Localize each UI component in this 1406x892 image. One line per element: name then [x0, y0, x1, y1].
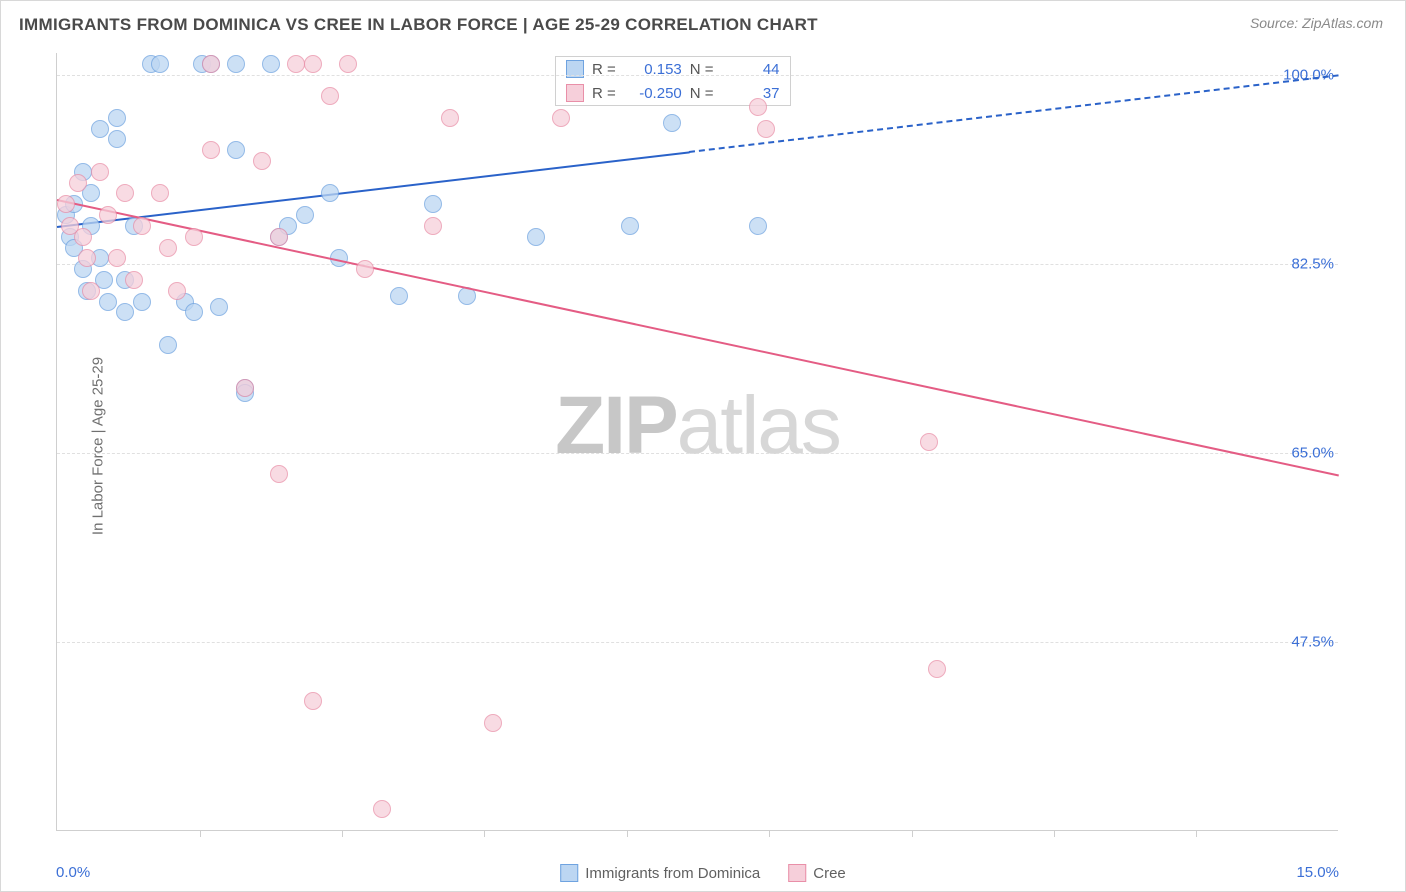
data-point — [552, 109, 570, 127]
data-point — [202, 141, 220, 159]
data-point — [210, 298, 228, 316]
watermark: ZIPatlas — [555, 379, 840, 473]
data-point — [116, 303, 134, 321]
trend-line — [57, 199, 1339, 476]
x-tick — [484, 830, 485, 837]
gridline — [57, 642, 1338, 643]
data-point — [749, 98, 767, 116]
data-point — [304, 55, 322, 73]
data-point — [108, 109, 126, 127]
x-tick — [342, 830, 343, 837]
y-tick-label: 82.5% — [1291, 255, 1338, 272]
data-point — [69, 174, 87, 192]
data-point — [133, 293, 151, 311]
data-point — [99, 293, 117, 311]
data-point — [151, 184, 169, 202]
data-point — [321, 87, 339, 105]
data-point — [151, 55, 169, 73]
data-point — [159, 336, 177, 354]
gridline — [57, 264, 1338, 265]
data-point — [920, 433, 938, 451]
data-point — [236, 379, 254, 397]
series2-swatch-icon — [788, 864, 806, 882]
data-point — [424, 195, 442, 213]
data-point — [424, 217, 442, 235]
data-point — [185, 228, 203, 246]
data-point — [390, 287, 408, 305]
x-axis-max-label: 15.0% — [1296, 864, 1339, 881]
data-point — [441, 109, 459, 127]
x-tick — [1054, 830, 1055, 837]
data-point — [928, 660, 946, 678]
y-tick-label: 65.0% — [1291, 444, 1338, 461]
legend-row-series1: R = 0.153 N = 44 — [556, 57, 790, 81]
data-point — [270, 465, 288, 483]
y-tick-label: 47.5% — [1291, 633, 1338, 650]
series2-n-value: 37 — [722, 85, 780, 102]
data-point — [304, 692, 322, 710]
data-point — [125, 271, 143, 289]
series1-swatch-icon — [560, 864, 578, 882]
data-point — [116, 184, 134, 202]
data-point — [373, 800, 391, 818]
x-tick — [769, 830, 770, 837]
data-point — [757, 120, 775, 138]
data-point — [108, 249, 126, 267]
data-point — [321, 184, 339, 202]
series2-swatch — [566, 84, 584, 102]
series2-r-value: -0.250 — [624, 85, 682, 102]
gridline — [57, 75, 1338, 76]
legend-item-series2: Cree — [788, 864, 846, 882]
x-tick — [1196, 830, 1197, 837]
chart-container: IMMIGRANTS FROM DOMINICA VS CREE IN LABO… — [0, 0, 1406, 892]
x-axis-min-label: 0.0% — [56, 864, 90, 881]
data-point — [527, 228, 545, 246]
data-point — [296, 206, 314, 224]
x-tick — [912, 830, 913, 837]
plot-area: ZIPatlas R = 0.153 N = 44 R = -0.250 N =… — [56, 53, 1338, 831]
data-point — [74, 228, 92, 246]
data-point — [57, 195, 75, 213]
data-point — [168, 282, 186, 300]
data-point — [108, 130, 126, 148]
legend-item-series1: Immigrants from Dominica — [560, 864, 760, 882]
data-point — [621, 217, 639, 235]
data-point — [227, 141, 245, 159]
data-point — [253, 152, 271, 170]
data-point — [663, 114, 681, 132]
data-point — [749, 217, 767, 235]
data-point — [78, 249, 96, 267]
data-point — [356, 260, 374, 278]
x-tick — [627, 830, 628, 837]
data-point — [159, 239, 177, 257]
chart-title: IMMIGRANTS FROM DOMINICA VS CREE IN LABO… — [19, 15, 818, 35]
data-point — [287, 55, 305, 73]
data-point — [82, 282, 100, 300]
data-point — [133, 217, 151, 235]
x-tick — [200, 830, 201, 837]
data-point — [185, 303, 203, 321]
data-point — [270, 228, 288, 246]
data-point — [91, 163, 109, 181]
data-point — [91, 120, 109, 138]
data-point — [262, 55, 280, 73]
series-legend: Immigrants from Dominica Cree — [560, 864, 846, 882]
data-point — [227, 55, 245, 73]
data-point — [484, 714, 502, 732]
data-point — [99, 206, 117, 224]
data-point — [202, 55, 220, 73]
gridline — [57, 453, 1338, 454]
source-label: Source: ZipAtlas.com — [1250, 15, 1383, 31]
data-point — [339, 55, 357, 73]
